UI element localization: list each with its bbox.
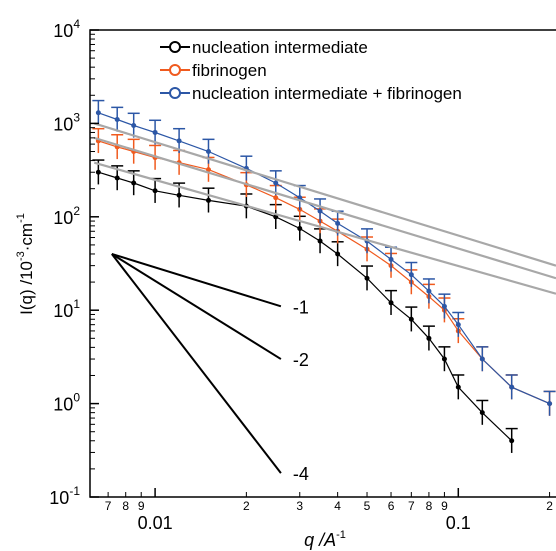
legend-entry: fibrinogen: [192, 61, 267, 80]
data-point: [426, 288, 432, 294]
data-point: [152, 188, 158, 194]
y-tick-label: 103: [53, 110, 80, 134]
plot-frame: [89, 29, 556, 498]
data-point: [408, 272, 414, 278]
legend-entry: nucleation intermediate: [192, 38, 368, 57]
data-point: [317, 208, 323, 214]
data-point: [509, 438, 515, 444]
data-point: [297, 225, 303, 231]
data-point: [335, 251, 341, 257]
x-minor-label: 7: [105, 499, 112, 513]
x-minor-label: 2: [546, 499, 553, 513]
y-tick-label: 101: [53, 297, 80, 321]
y-tick-label: 102: [53, 204, 80, 228]
y-tick-label: 104: [53, 17, 80, 41]
data-point: [176, 192, 182, 198]
legend-marker: [169, 87, 181, 99]
data-layer: [92, 99, 556, 453]
y-tick-label: 100: [53, 391, 80, 415]
data-point: [205, 149, 211, 155]
x-minor-label: 6: [388, 499, 395, 513]
slope-label: -4: [293, 464, 309, 484]
data-point: [205, 197, 211, 203]
slope-guide-2: [111, 253, 282, 360]
data-point: [509, 384, 515, 390]
data-point: [176, 138, 182, 144]
slope-guide-3: [111, 253, 282, 474]
data-point: [364, 275, 370, 281]
data-point: [408, 316, 414, 322]
x-tick-label: 0.01: [138, 513, 173, 533]
data-point: [547, 401, 553, 407]
data-point: [95, 110, 101, 116]
data-point: [131, 180, 137, 186]
data-point: [455, 322, 461, 328]
data-point: [455, 384, 461, 390]
legend-marker: [169, 41, 181, 53]
data-point: [95, 169, 101, 175]
data-point: [388, 256, 394, 262]
x-minor-label: 7: [408, 499, 415, 513]
fit-line-3: [93, 161, 556, 295]
x-minor-label: 8: [122, 499, 129, 513]
x-tick-label: 0.1: [446, 513, 471, 533]
data-point: [131, 122, 137, 128]
slope-guide-1: [111, 253, 282, 308]
x-minor-label: 8: [426, 499, 433, 513]
y-axis-label: I(q) /10-3·cm-1: [15, 213, 36, 315]
series-3: [92, 99, 556, 416]
y-tick-label: 10-1: [49, 484, 80, 508]
x-minor-label: 9: [441, 499, 448, 513]
x-minor-label: 3: [296, 499, 303, 513]
data-point: [479, 410, 485, 416]
slope-label: -2: [293, 350, 309, 370]
data-point: [479, 356, 485, 362]
data-point: [441, 303, 447, 309]
data-point: [426, 335, 432, 341]
slope-label: -1: [293, 297, 309, 317]
series-2: [92, 127, 556, 416]
data-point: [114, 175, 120, 181]
data-point: [317, 238, 323, 244]
series-line: [98, 112, 550, 405]
data-point: [114, 117, 120, 123]
data-point: [273, 195, 279, 201]
x-axis-label: q /A-1: [304, 529, 346, 550]
x-minor-label: 4: [334, 499, 341, 513]
data-point: [273, 180, 279, 186]
data-point: [388, 300, 394, 306]
fit-lines: [93, 122, 556, 295]
x-minor-label: 5: [364, 499, 371, 513]
data-point: [205, 167, 211, 173]
data-point: [152, 129, 158, 135]
data-point: [335, 220, 341, 226]
legend-marker: [169, 64, 181, 76]
legend-entry: nucleation intermediate + fibrinogen: [192, 84, 462, 103]
slope-guides: -1 -2 -4: [111, 253, 309, 484]
x-minor-label: 2: [243, 499, 250, 513]
legend: nucleation intermediate fibrinogen nucleat…: [160, 38, 462, 103]
x-minor-label: 9: [138, 499, 145, 513]
series-1: [92, 159, 518, 453]
fit-line-1: [93, 122, 556, 267]
fit-line-2: [93, 136, 556, 280]
data-point: [441, 356, 447, 362]
